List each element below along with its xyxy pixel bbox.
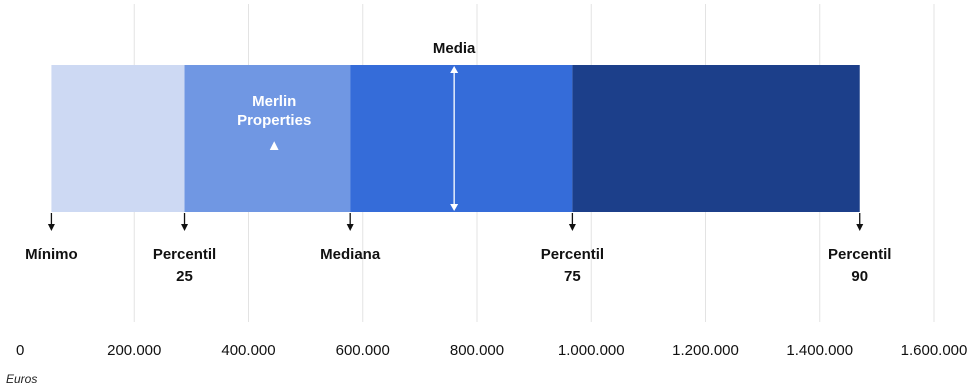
x-tick-label: 0 (16, 342, 24, 359)
bar-segment-2 (184, 65, 351, 212)
x-tick-label: 200.000 (107, 342, 161, 359)
marker-label: Percentil (541, 246, 604, 263)
marker-label: Percentil (828, 246, 891, 263)
percentile-markers: Mínimo Percentil 25 Mediana Percentil 75 Perce… (25, 213, 891, 285)
bar-segment-1 (51, 65, 185, 212)
marker-label: 25 (176, 268, 193, 285)
bar-segment-4 (572, 65, 860, 212)
marker-label: Mínimo (25, 246, 78, 263)
marker-arrow-head (856, 224, 864, 231)
company-marker: Merlin Properties ▲ (237, 93, 311, 154)
marker-arrow-head (47, 224, 55, 231)
marker-label: Mediana (320, 246, 381, 263)
marker-label: Percentil (153, 246, 216, 263)
marker-arrow-head (568, 224, 576, 231)
mean-label: Media (433, 40, 476, 57)
marker-label: 75 (564, 268, 581, 285)
x-tick-label: 1.000.000 (558, 342, 625, 359)
mean-arrow-up (450, 66, 459, 73)
x-tick-label: 600.000 (336, 342, 390, 359)
x-tick-label: 400.000 (221, 342, 275, 359)
mean-arrow-down (450, 204, 459, 211)
company-label: Properties (237, 112, 311, 129)
company-marker-triangle: ▲ (267, 137, 282, 154)
company-label: Merlin (252, 93, 296, 110)
marker-label: 90 (851, 268, 868, 285)
x-tick-label: 1.600.000 (901, 342, 968, 359)
x-tick-label: 800.000 (450, 342, 504, 359)
x-tick-label: 1.400.000 (786, 342, 853, 359)
x-axis-label: Euros (6, 372, 37, 386)
bar-segment-3 (350, 65, 573, 212)
x-axis-ticks: 0 200.000 400.000 600.000 800.000 1.000.000 1.… (16, 342, 967, 359)
marker-arrow-head (346, 224, 354, 231)
x-tick-label: 1.200.000 (672, 342, 739, 359)
marker-arrow-head (181, 224, 189, 231)
mean-marker: Media (433, 40, 476, 211)
percentile-bar (51, 65, 860, 212)
